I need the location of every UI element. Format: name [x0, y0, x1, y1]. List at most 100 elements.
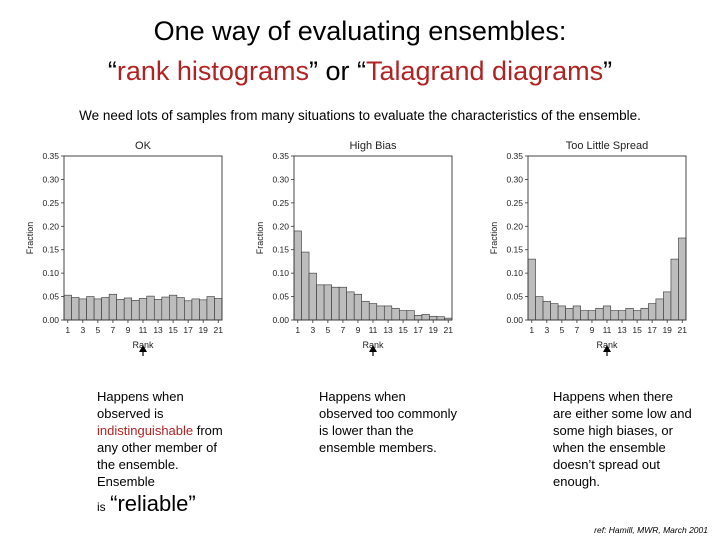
- reliable-word: “reliable”: [110, 491, 196, 516]
- bar-rank-8: [116, 299, 125, 321]
- bar-rank-14: [391, 307, 400, 321]
- bar-rank-17: [414, 315, 423, 321]
- bar-rank-21: [678, 237, 687, 321]
- y-tick-label: 0.30: [272, 174, 289, 184]
- bar-rank-14: [161, 296, 170, 321]
- bar-rank-15: [169, 294, 178, 321]
- reliable-prefix: is: [97, 500, 106, 514]
- bar-rank-4: [86, 296, 95, 321]
- bar-rank-10: [595, 307, 604, 321]
- x-tick-label: 19: [662, 325, 672, 335]
- bar-rank-16: [176, 297, 185, 321]
- x-tick-label: 7: [111, 325, 116, 335]
- rank-histogram-high-bias: High Bias 0.00 0.05 0.10 0.15 0.20 0.25 0.30 0.3…: [250, 136, 470, 362]
- x-tick-label: 3: [310, 325, 315, 335]
- arrow-up-icon: [603, 345, 611, 352]
- bar-rank-9: [123, 297, 133, 321]
- title-term-talagrand: Talagrand diagrams: [365, 56, 604, 86]
- intro-text: We need lots of samples from many situat…: [79, 108, 641, 123]
- title-term-rank-histograms: rank histograms: [116, 56, 309, 86]
- y-tick-label: 0.25: [42, 198, 59, 208]
- y-axis-label: Fraction: [25, 222, 35, 255]
- rank-histogram-too-little-spread: Too Little Spread 0.00 0.05 0.10 0.15 0.20 0.2…: [484, 136, 704, 362]
- bar-rank-8: [580, 310, 589, 321]
- chart-title: OK: [135, 140, 152, 152]
- description-ok-post: from any other member of the ensemble. E…: [97, 423, 223, 489]
- bar-rank-18: [655, 298, 664, 321]
- x-tick-label: 7: [341, 325, 346, 335]
- bar-rank-1: [527, 258, 536, 321]
- bar-rank-12: [610, 310, 619, 321]
- x-tick-label: 5: [325, 325, 330, 335]
- bar-rank-13: [617, 310, 627, 321]
- description-high-bias: Happens when observed too commonly is lo…: [319, 389, 458, 455]
- description-ok-pre: Happens when observed is: [97, 389, 184, 421]
- slide-title-line2: “rank histograms” or “Talagrand diagrams…: [0, 54, 720, 88]
- chart-title: High Bias: [349, 140, 397, 152]
- x-tick-label: 13: [617, 325, 627, 335]
- bar-rank-17: [648, 303, 657, 321]
- x-tick-label: 21: [214, 325, 224, 335]
- x-tick-label: 11: [369, 325, 378, 335]
- x-tick-label: 21: [444, 325, 454, 335]
- y-tick-label: 0.20: [506, 221, 523, 231]
- x-tick-label: 15: [398, 325, 408, 335]
- x-axis-label: Rank: [596, 340, 618, 350]
- bar-rank-7: [108, 293, 117, 321]
- bar-rank-5: [323, 284, 332, 321]
- description-ok: Happens when observed is indistinguishab…: [97, 388, 237, 490]
- title-close-quote: ”: [603, 56, 613, 86]
- bar-rank-3: [542, 300, 551, 321]
- y-tick-label: 0.20: [42, 221, 59, 231]
- description-too-little-spread: Happens when there are either some low a…: [553, 389, 692, 489]
- y-tick-label: 0.00: [506, 315, 523, 325]
- x-tick-label: 11: [603, 325, 612, 335]
- x-tick-label: 17: [183, 325, 193, 335]
- bar-rank-12: [146, 295, 155, 321]
- x-axis-label: Rank: [362, 340, 384, 350]
- x-tick-label: 15: [632, 325, 642, 335]
- bar-rank-14: [625, 307, 634, 321]
- x-tick-label: 19: [428, 325, 438, 335]
- x-tick-label: 17: [647, 325, 657, 335]
- title-open-quote: “: [107, 56, 117, 86]
- x-tick-label: 11: [139, 325, 148, 335]
- y-tick-label: 0.10: [272, 268, 289, 278]
- bar-rank-7: [338, 286, 347, 321]
- y-tick-label: 0.05: [272, 292, 289, 302]
- x-tick-label: 3: [80, 325, 85, 335]
- y-tick-label: 0.00: [272, 315, 289, 325]
- bar-rank-16: [406, 310, 415, 321]
- y-axis-label: Fraction: [489, 222, 499, 255]
- reference-citation: ref: Hamill, MWR, March 2001: [594, 525, 708, 535]
- bar-rank-17: [184, 300, 193, 321]
- bar-rank-12: [376, 305, 385, 321]
- y-tick-label: 0.25: [272, 198, 289, 208]
- bar-rank-3: [78, 298, 87, 321]
- plot-frame: [527, 155, 687, 321]
- bar-rank-7: [572, 305, 581, 321]
- bar-rank-18: [421, 314, 430, 321]
- bar-rank-10: [361, 300, 370, 321]
- bar-rank-1: [63, 294, 72, 321]
- y-tick-label: 0.25: [506, 198, 523, 208]
- bar-rank-13: [153, 299, 163, 321]
- y-tick-label: 0.05: [506, 292, 523, 302]
- x-tick-label: 19: [198, 325, 208, 335]
- chart-ok-svg: OK0.000.050.100.150.200.250.300.351 3 5 7 9 1…: [25, 140, 224, 362]
- x-tick-label: 5: [95, 325, 100, 335]
- arrow-up-icon: [139, 345, 147, 352]
- y-tick-label: 0.35: [272, 151, 289, 161]
- bar-rank-16: [640, 307, 649, 321]
- x-tick-label: 1: [529, 325, 534, 335]
- y-tick-label: 0.15: [506, 245, 523, 255]
- arrow-up-icon: [369, 345, 377, 352]
- bar-rank-18: [191, 298, 200, 321]
- bar-rank-19: [429, 315, 438, 321]
- y-tick-label: 0.30: [42, 174, 59, 184]
- bar-rank-4: [316, 284, 325, 321]
- x-tick-label: 13: [383, 325, 393, 335]
- y-tick-label: 0.10: [42, 268, 59, 278]
- y-tick-label: 0.35: [506, 151, 523, 161]
- slide-title-line1: One way of evaluating ensembles:: [153, 16, 567, 46]
